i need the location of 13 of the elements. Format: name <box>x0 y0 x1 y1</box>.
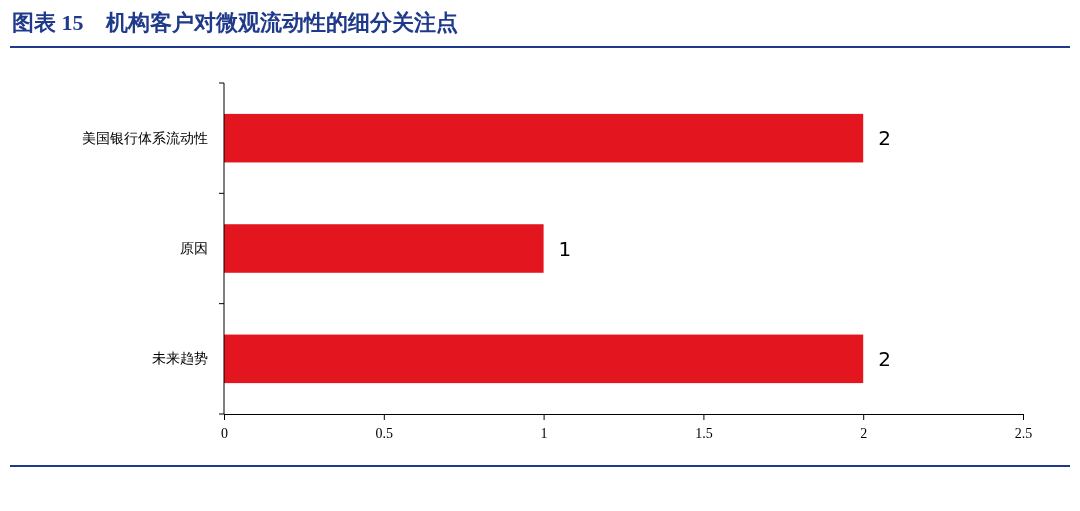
x-tick-label: 1.5 <box>695 426 713 442</box>
x-tick-label: 2.5 <box>1014 426 1033 442</box>
x-tick-label: 0.5 <box>375 426 394 442</box>
y-tick-label: 未来趋势 <box>152 350 208 367</box>
x-tick-label: 1 <box>540 426 548 442</box>
chart-title: 图表 15 机构客户对微观流动性的细分关注点 <box>12 10 458 35</box>
x-tick-label: 0 <box>221 426 228 442</box>
data-label: 1 <box>558 236 572 261</box>
y-tick-label: 原因 <box>180 239 208 256</box>
y-tick-label: 美国银行体系流动性 <box>82 129 208 146</box>
x-tick-label: 2 <box>860 426 868 442</box>
data-label: 2 <box>878 126 891 151</box>
data-label: 2 <box>878 346 891 371</box>
